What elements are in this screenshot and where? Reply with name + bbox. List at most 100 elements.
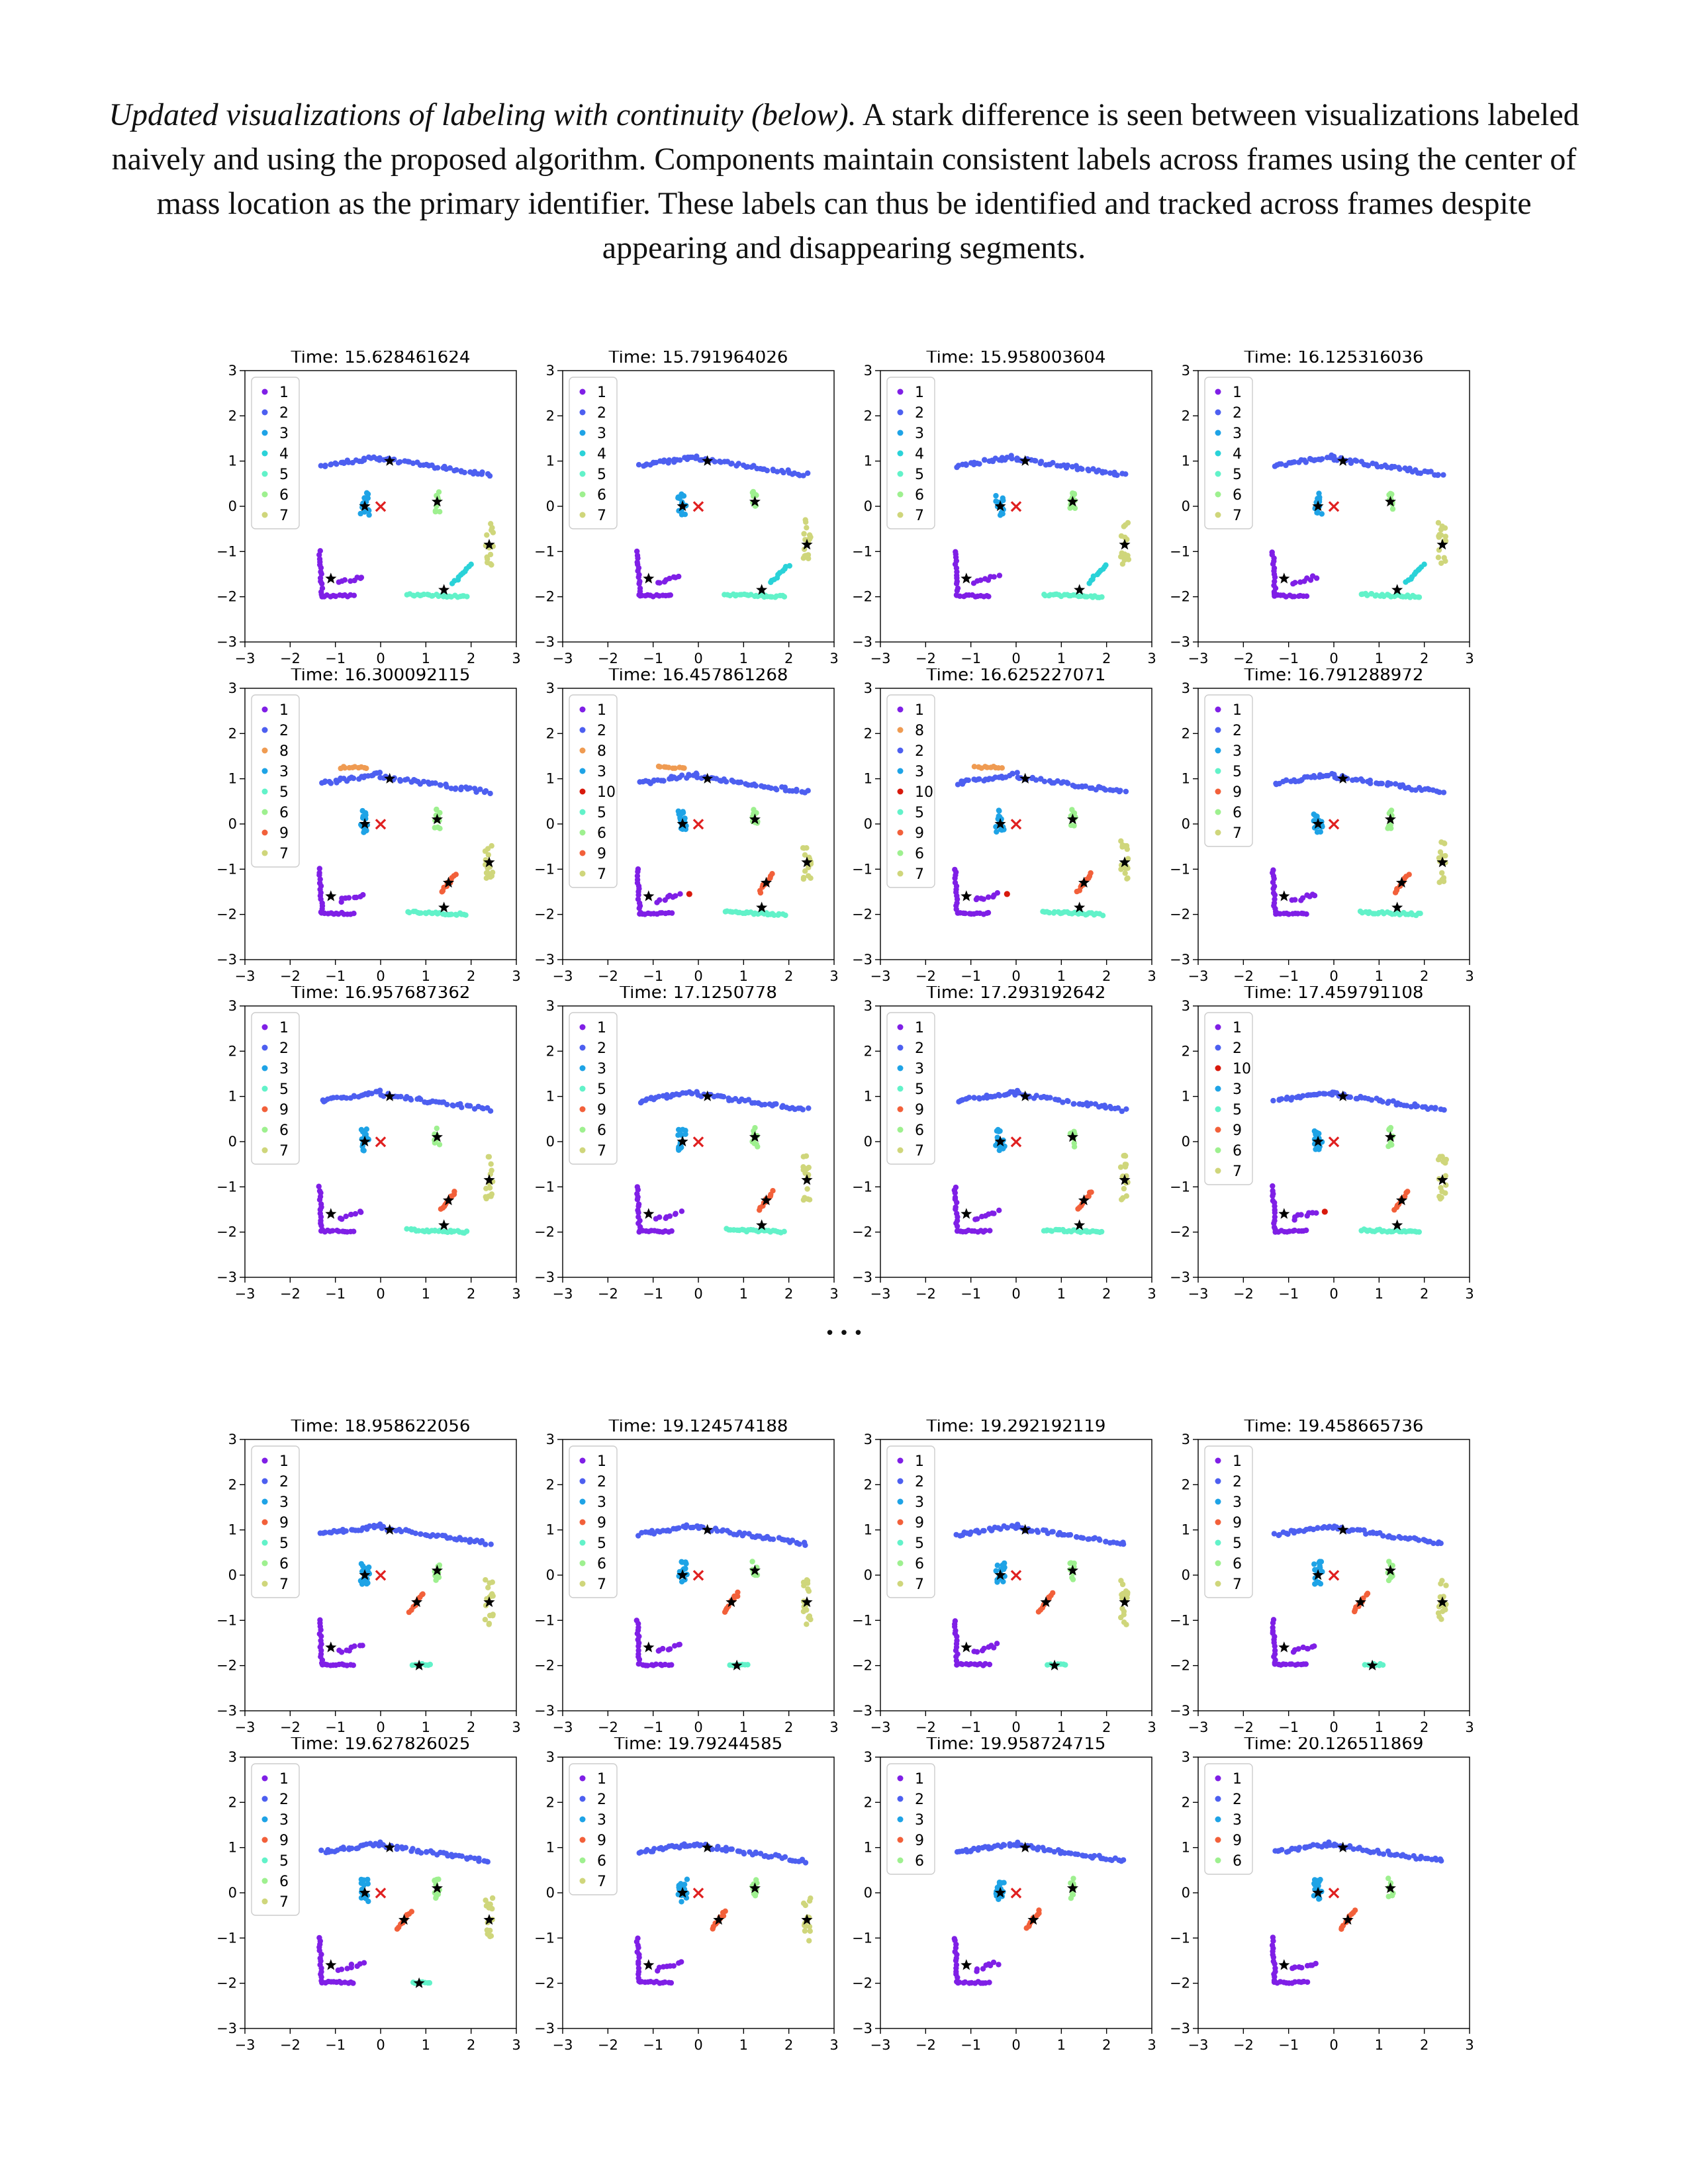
- y-tick-label: −3: [1170, 952, 1190, 968]
- point-label-1: [953, 580, 960, 587]
- x-tick-label: 1: [422, 1719, 430, 1735]
- point-label-6: [1385, 823, 1392, 829]
- point-label-7: [487, 551, 494, 558]
- point-label-2: [1071, 1101, 1077, 1107]
- legend-entry: 1: [279, 1771, 289, 1788]
- y-tick-label: −2: [852, 907, 872, 923]
- legend-entry: 5: [1233, 467, 1242, 483]
- point-label-2: [1414, 1103, 1421, 1109]
- point-label-6: [1070, 1876, 1076, 1882]
- center-of-mass-star: [1384, 1565, 1396, 1576]
- legend-entry: 6: [279, 487, 289, 504]
- point-label-9: [1360, 1595, 1366, 1602]
- point-label-3: [993, 498, 999, 504]
- origin-marker: ×: [690, 495, 706, 517]
- legend-entry: 6: [1233, 1853, 1242, 1870]
- point-label-9: [1352, 1907, 1358, 1913]
- legend-entry: 3: [279, 1061, 289, 1077]
- panel-title: Time: 17.293192642: [926, 986, 1106, 1003]
- point-label-7: [1118, 1614, 1124, 1621]
- panel-title: Time: 16.457861268: [608, 668, 788, 685]
- legend-marker: [897, 512, 904, 518]
- origin-marker: ×: [1326, 1130, 1341, 1152]
- legend-marker: [1215, 512, 1221, 518]
- point-label-1: [957, 593, 963, 599]
- point-label-2: [1082, 1853, 1089, 1859]
- x-tick-label: 3: [1465, 651, 1474, 666]
- x-tick-label: −1: [1278, 968, 1299, 984]
- legend-entry: 7: [1233, 1576, 1242, 1593]
- point-label-3: [684, 1876, 690, 1882]
- center-of-mass-star: [1337, 772, 1349, 784]
- point-label-1: [667, 575, 673, 582]
- point-label-2: [1086, 1536, 1092, 1542]
- y-tick-label: −3: [216, 952, 237, 968]
- center-of-mass-star: [384, 772, 396, 784]
- point-label-6: [1387, 1142, 1393, 1148]
- legend-entry: 6: [279, 805, 289, 821]
- point-label-2: [1278, 1096, 1285, 1102]
- point-label-7: [485, 1931, 491, 1937]
- point-label-2: [1033, 777, 1039, 783]
- x-tick-label: 0: [376, 651, 385, 666]
- point-label-2: [1068, 1850, 1074, 1856]
- point-clusters: ×: [316, 1087, 496, 1236]
- point-label-1: [959, 1661, 965, 1667]
- y-tick-label: 1: [228, 1522, 237, 1538]
- center-of-mass-star: [1019, 772, 1031, 784]
- legend-marker: [1215, 388, 1221, 395]
- point-label-1: [352, 1643, 357, 1649]
- legend-entry: 2: [1233, 723, 1242, 739]
- point-label-7: [490, 1612, 496, 1617]
- center-of-mass-star: [1337, 1524, 1349, 1535]
- point-label-1: [343, 1213, 349, 1220]
- center-of-mass-star: [1436, 856, 1448, 868]
- point-label-2: [1303, 459, 1309, 465]
- point-label-7: [1118, 866, 1124, 872]
- point-label-1: [361, 1960, 367, 1966]
- legend-marker: [579, 1816, 586, 1823]
- y-tick-label: −3: [216, 2021, 237, 2036]
- center-of-mass-star: [1040, 1596, 1052, 1608]
- legend: 1 8 2 3 10 5 9 6 7: [886, 694, 935, 888]
- y-tick-label: 1: [1182, 1522, 1190, 1538]
- legend-marker: [897, 1478, 904, 1484]
- point-label-1: [635, 1661, 641, 1667]
- x-tick-label: −3: [1188, 968, 1209, 984]
- x-tick-label: −2: [915, 1286, 936, 1302]
- legend-entry: 10: [597, 784, 616, 801]
- point-label-2: [328, 780, 334, 786]
- point-label-7: [800, 1608, 807, 1615]
- legend-entry: 7: [279, 1894, 289, 1911]
- center-of-mass-star: [643, 572, 655, 584]
- point-label-1: [1292, 897, 1298, 903]
- y-tick-label: 0: [546, 1567, 555, 1583]
- legend-marker: [1215, 409, 1221, 416]
- point-label-2: [352, 1093, 357, 1099]
- point-label-2: [1270, 1097, 1276, 1104]
- point-label-1: [339, 1216, 345, 1222]
- point-label-5: [781, 1228, 787, 1234]
- point-clusters: ×: [952, 453, 1132, 600]
- point-label-6: [1071, 1144, 1078, 1150]
- center-of-mass-star: [359, 500, 371, 512]
- point-label-2: [971, 1095, 977, 1101]
- scatter-panel: Time: 19.124574188 −3 −2 −1 0 1 2 3 −3 −2 −1 0 1 2 3 × 1…: [534, 1420, 839, 1735]
- x-tick-label: −3: [235, 2037, 256, 2053]
- y-tick-label: 2: [1182, 1043, 1190, 1059]
- legend-marker: [1215, 1560, 1221, 1567]
- point-label-1: [319, 580, 325, 587]
- point-label-7: [483, 1577, 489, 1583]
- legend-marker: [579, 747, 586, 754]
- point-label-1: [667, 592, 673, 598]
- y-tick-label: −1: [1170, 1612, 1190, 1628]
- center-of-mass-star: [677, 818, 688, 829]
- point-label-5: [404, 1226, 410, 1232]
- point-label-1: [954, 1199, 960, 1206]
- y-tick-label: 2: [228, 1477, 237, 1492]
- center-of-mass-star: [1384, 813, 1396, 825]
- scatter-panel: Time: 17.459791108 −3 −2 −1 0 1 2 3 −3 −2 −1 0 1 2 3 × 1…: [1170, 986, 1474, 1302]
- y-tick-label: 0: [864, 498, 872, 514]
- legend-entry: 5: [915, 1081, 924, 1098]
- x-tick-label: −3: [870, 1286, 891, 1302]
